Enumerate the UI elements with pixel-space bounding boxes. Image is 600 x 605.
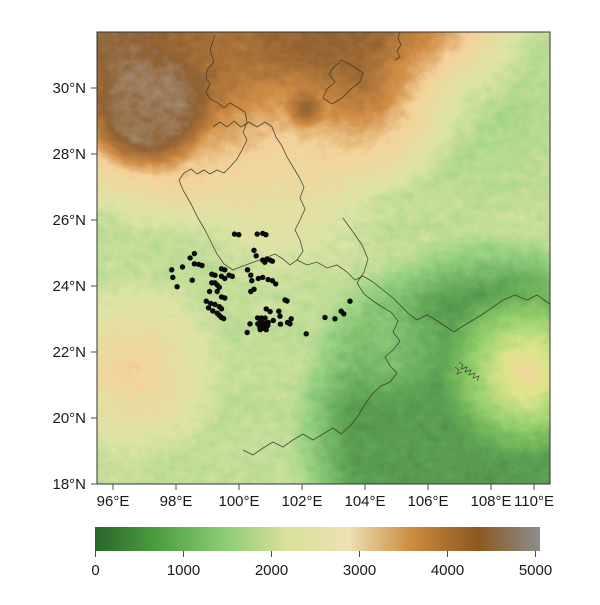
svg-text:20°N: 20°N <box>52 410 86 427</box>
svg-text:24°N: 24°N <box>52 278 86 295</box>
svg-text:104°E: 104°E <box>344 493 385 510</box>
svg-text:3000: 3000 <box>343 562 376 579</box>
svg-text:100°E: 100°E <box>218 493 259 510</box>
svg-text:30°N: 30°N <box>52 80 86 97</box>
svg-text:110°E: 110°E <box>514 493 554 510</box>
svg-text:108°E: 108°E <box>470 493 511 510</box>
svg-text:18°N: 18°N <box>52 476 86 493</box>
svg-text:22°N: 22°N <box>52 344 86 361</box>
svg-text:102°E: 102°E <box>281 493 322 510</box>
svg-text:2000: 2000 <box>255 562 288 579</box>
svg-text:96°E: 96°E <box>97 493 130 510</box>
svg-text:4000: 4000 <box>431 562 464 579</box>
svg-text:0: 0 <box>91 562 99 579</box>
svg-text:1000: 1000 <box>167 562 200 579</box>
svg-text:106°E: 106°E <box>407 493 448 510</box>
svg-text:98°E: 98°E <box>160 493 193 510</box>
svg-text:26°N: 26°N <box>52 212 86 229</box>
svg-text:28°N: 28°N <box>52 146 86 163</box>
svg-text:5000: 5000 <box>519 562 552 579</box>
